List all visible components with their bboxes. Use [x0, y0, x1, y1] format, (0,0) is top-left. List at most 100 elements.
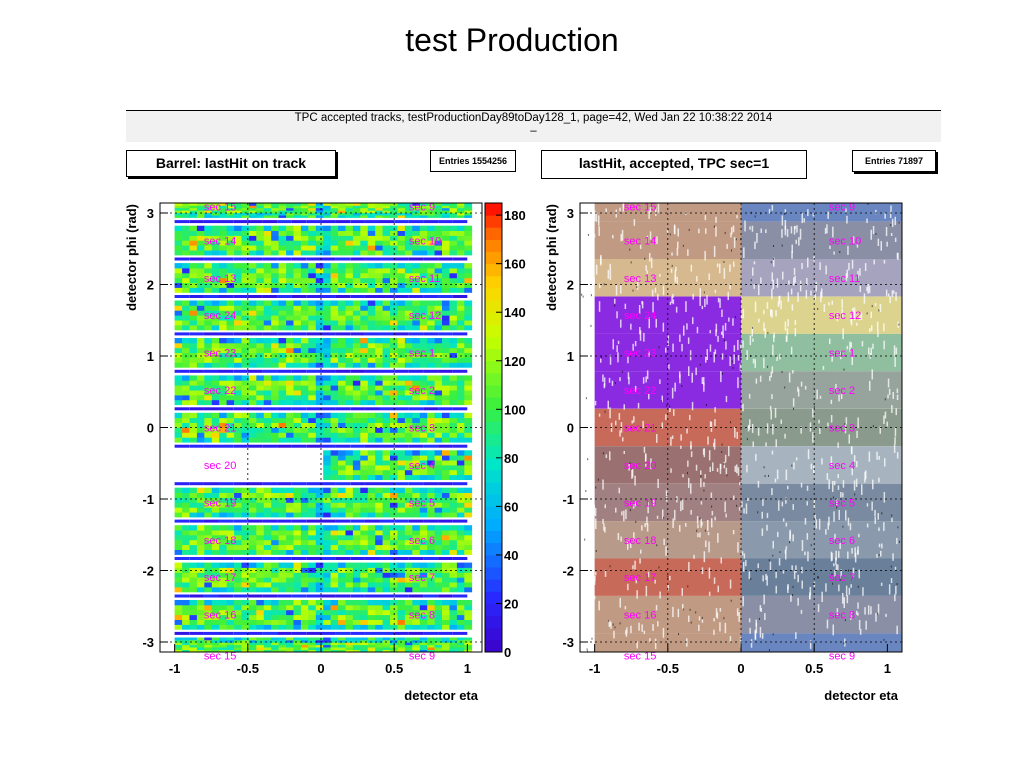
heatmap-cell [256, 300, 265, 306]
heatmap-cell [315, 619, 324, 625]
heatmap-cell [293, 412, 302, 419]
heatmap-cell [293, 432, 302, 438]
heatmap-cell [211, 530, 220, 536]
heatmap-cell [352, 230, 361, 236]
texture-mark [628, 376, 630, 385]
heatmap-cell [434, 225, 443, 231]
heatmap-cell [352, 305, 361, 311]
heatmap-cell [233, 257, 248, 261]
heatmap-cell [375, 562, 383, 568]
texture-mark [878, 477, 880, 483]
heatmap-cell [352, 212, 361, 216]
sector-label: sec 18 [624, 535, 656, 547]
heatmap-cell [375, 544, 383, 550]
heatmap-cell [434, 487, 443, 493]
heatmap-cell [427, 464, 435, 471]
heatmap-cell [204, 207, 213, 211]
heatmap-cell [174, 362, 183, 368]
heatmap-cell [321, 295, 336, 298]
heatmap-cell [219, 207, 227, 211]
heatmap-cell [189, 315, 198, 321]
heatmap-cell [427, 268, 435, 274]
heatmap-cell [427, 604, 435, 611]
texture-mark [589, 469, 591, 473]
heatmap-cell [360, 422, 369, 428]
heatmap-cell [456, 240, 465, 246]
heatmap-cell [456, 624, 465, 630]
heatmap-cell [382, 207, 391, 211]
sector-label: sec 2 [409, 385, 435, 397]
texture-mark [645, 265, 647, 271]
heatmap-cell [278, 352, 287, 358]
heatmap-cell [338, 212, 346, 216]
heatmap-cell [419, 502, 428, 508]
heatmap-cell [256, 235, 265, 241]
texture-mark [817, 576, 819, 579]
heatmap-cell [449, 277, 458, 284]
heatmap-cell [308, 250, 317, 256]
heatmap-cell [174, 207, 183, 211]
heatmap-cell [308, 502, 317, 508]
heatmap-cell [271, 399, 279, 406]
heatmap-cell [189, 385, 198, 391]
heatmap-cell [182, 263, 190, 269]
sector-band-right [741, 633, 902, 652]
texture-mark [894, 216, 896, 226]
heatmap-cell [234, 310, 242, 316]
texture-mark [735, 316, 737, 319]
heatmap-cell [248, 240, 257, 246]
texture-mark [761, 511, 763, 519]
heatmap-cell [263, 282, 272, 288]
heatmap-cell [464, 235, 473, 241]
heatmap-cell [271, 380, 279, 386]
texture-mark [792, 504, 794, 510]
heatmap-cell [323, 230, 331, 236]
heatmap-cell [306, 295, 321, 298]
heatmap-cell [278, 215, 287, 218]
heatmap-cell [335, 407, 351, 411]
texture-mark [814, 514, 816, 520]
texture-mark [624, 606, 627, 610]
heatmap-cell [241, 512, 250, 518]
heatmap-cell [345, 282, 354, 288]
heatmap-cell [330, 572, 339, 578]
heatmap-cell [390, 362, 398, 368]
texture-mark [845, 510, 847, 521]
heatmap-cell [360, 212, 369, 216]
texture-mark [773, 245, 774, 247]
heatmap-cell [204, 639, 213, 643]
heatmap-cell [367, 587, 376, 593]
heatmap-cell [174, 614, 183, 620]
heatmap-cell [375, 497, 383, 503]
heatmap-cell [308, 300, 317, 306]
heatmap-cell [278, 394, 287, 401]
right-entries-value: 71897 [898, 156, 924, 166]
texture-mark [872, 226, 875, 235]
texture-mark [672, 293, 674, 298]
heatmap-cell [278, 338, 287, 344]
heatmap-cell [323, 394, 331, 401]
heatmap-cell [412, 310, 421, 316]
heatmap-cell [442, 507, 450, 513]
texture-mark [701, 521, 703, 526]
heatmap-cell [323, 325, 331, 331]
texture-mark [618, 413, 621, 420]
heatmap-cell [308, 614, 317, 620]
heatmap-cell [256, 380, 265, 386]
texture-mark [758, 617, 760, 620]
heatmap-cell [338, 530, 346, 536]
texture-mark [806, 278, 808, 286]
heatmap-cell [271, 390, 279, 396]
texture-mark [621, 511, 623, 516]
heatmap-cell [271, 534, 279, 541]
heatmap-cell [234, 357, 242, 363]
texture-mark [600, 356, 602, 359]
texture-mark [715, 226, 717, 237]
heatmap-cell [248, 215, 257, 218]
heatmap-cell [189, 225, 198, 231]
heatmap-cell [293, 530, 302, 536]
texture-mark [842, 492, 844, 498]
texture-mark [897, 526, 899, 529]
heatmap-cell [241, 245, 250, 251]
texture-mark [708, 591, 711, 596]
